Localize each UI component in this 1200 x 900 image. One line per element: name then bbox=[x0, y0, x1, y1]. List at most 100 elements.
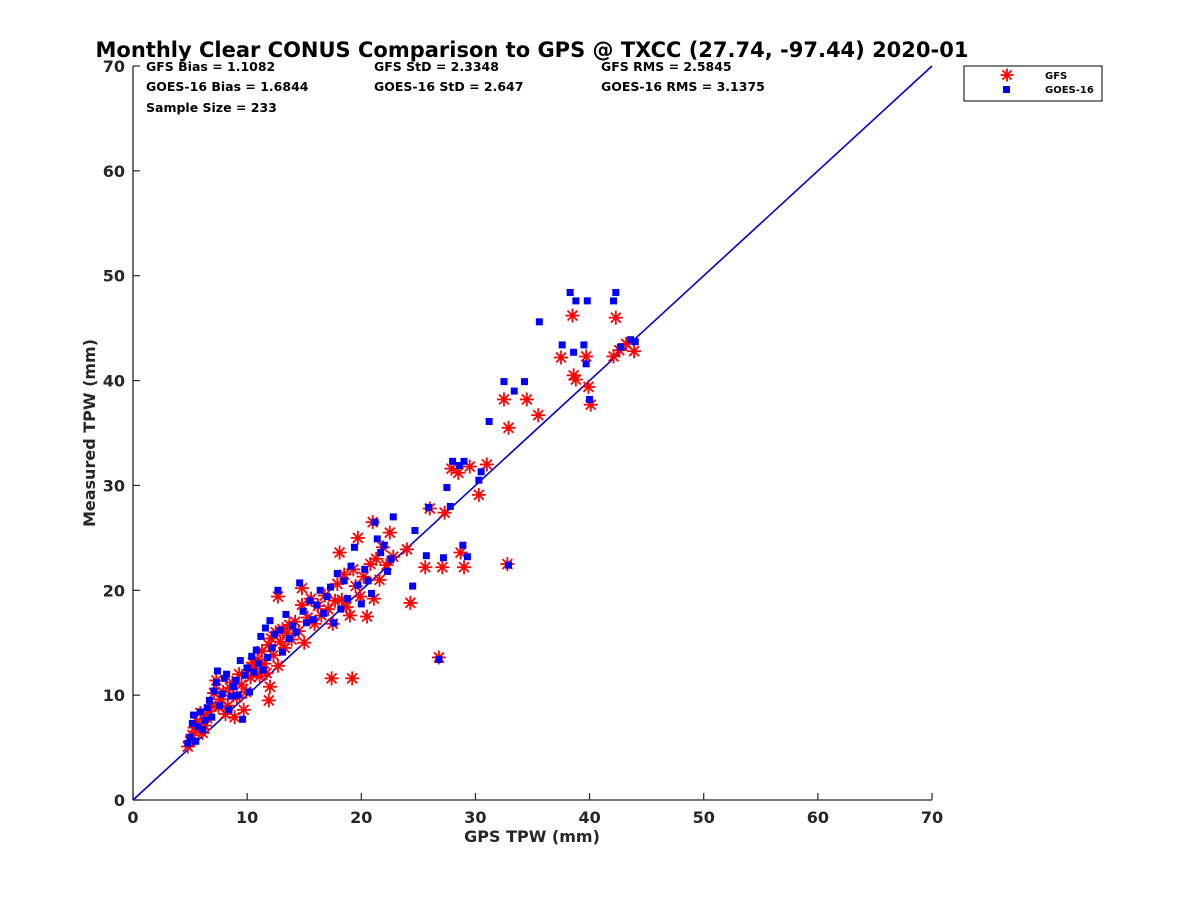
data-point-goes bbox=[225, 706, 233, 714]
data-point-goes bbox=[261, 624, 269, 632]
data-point-goes bbox=[296, 579, 304, 587]
data-point-goes bbox=[188, 719, 196, 727]
data-point-goes bbox=[475, 476, 483, 484]
data-point-gfs bbox=[418, 560, 433, 575]
data-point-goes bbox=[313, 601, 321, 609]
data-point-goes bbox=[255, 660, 263, 668]
y-axis-label: Measured TPW (mm) bbox=[80, 339, 99, 527]
x-axis-label: GPS TPW (mm) bbox=[464, 827, 600, 846]
x-tick-label: 60 bbox=[807, 808, 829, 827]
data-point-gfs bbox=[501, 420, 516, 435]
data-point-gfs bbox=[332, 545, 347, 560]
data-point-goes bbox=[364, 577, 372, 585]
data-point-goes bbox=[243, 664, 251, 672]
data-point-goes bbox=[299, 607, 307, 615]
data-point-goes bbox=[205, 696, 213, 704]
data-point-goes bbox=[220, 674, 228, 682]
data-point-goes bbox=[344, 595, 352, 603]
data-point-goes bbox=[627, 336, 635, 344]
data-point-goes bbox=[384, 567, 392, 575]
data-point-goes bbox=[425, 503, 433, 511]
data-point-gfs bbox=[627, 344, 642, 359]
data-point-goes bbox=[610, 297, 618, 305]
data-point-goes bbox=[616, 343, 624, 351]
data-point-goes bbox=[229, 683, 237, 691]
data-point-goes bbox=[184, 739, 192, 747]
data-point-goes bbox=[612, 288, 620, 296]
data-point-gfs bbox=[382, 525, 397, 540]
data-point-goes bbox=[535, 318, 543, 326]
data-point-gfs bbox=[568, 372, 583, 387]
data-point-goes bbox=[279, 648, 287, 656]
data-point-goes bbox=[350, 543, 358, 551]
data-point-gfs bbox=[451, 465, 466, 480]
data-point-gfs bbox=[297, 635, 312, 650]
data-point-goes bbox=[368, 589, 376, 597]
stats-block: GFS Bias = 1.1082 GOES-16 Bias = 1.6844 … bbox=[146, 59, 765, 115]
data-point-gfs bbox=[554, 350, 569, 365]
data-point-goes bbox=[459, 541, 467, 549]
data-point-goes bbox=[361, 565, 369, 573]
data-point-goes bbox=[223, 670, 231, 678]
stat-goes-bias: GOES-16 Bias = 1.6844 bbox=[146, 79, 309, 94]
data-point-goes bbox=[234, 691, 242, 699]
data-point-goes bbox=[309, 616, 317, 624]
data-point-goes bbox=[306, 597, 314, 605]
stat-goes-rms: GOES-16 RMS = 3.1375 bbox=[601, 79, 765, 94]
data-point-goes bbox=[252, 646, 260, 654]
data-point-gfs bbox=[372, 572, 387, 587]
data-point-goes bbox=[264, 653, 272, 661]
data-point-goes bbox=[422, 552, 430, 560]
data-point-goes bbox=[236, 657, 244, 665]
y-tick-label: 10 bbox=[103, 686, 125, 705]
data-point-goes bbox=[586, 395, 594, 403]
data-point-goes bbox=[227, 692, 235, 700]
data-point-goes bbox=[210, 687, 218, 695]
data-point-gfs bbox=[359, 609, 374, 624]
data-point-gfs bbox=[435, 560, 450, 575]
data-point-goes bbox=[443, 484, 451, 492]
legend: GFS GOES-16 bbox=[963, 65, 1103, 102]
data-point-goes bbox=[203, 704, 211, 712]
data-point-goes bbox=[380, 541, 388, 549]
plot-area bbox=[132, 65, 933, 801]
data-point-goes bbox=[566, 288, 574, 296]
data-point-gfs bbox=[261, 693, 276, 708]
data-point-goes bbox=[192, 737, 200, 745]
data-point-goes bbox=[500, 378, 508, 386]
data-point-goes bbox=[580, 341, 588, 349]
data-point-goes bbox=[460, 457, 468, 465]
data-point-goes bbox=[245, 688, 253, 696]
data-point-goes bbox=[477, 468, 485, 476]
y-tick-label: 70 bbox=[103, 57, 125, 76]
legend-gfs-asterisk bbox=[1000, 68, 1014, 82]
data-point-goes bbox=[212, 679, 220, 687]
data-point-goes bbox=[320, 609, 328, 617]
data-point-goes bbox=[371, 518, 379, 526]
data-point-goes bbox=[389, 513, 397, 521]
data-point-goes bbox=[239, 715, 247, 723]
data-point-goes bbox=[455, 462, 463, 470]
x-tick-label: 30 bbox=[464, 808, 486, 827]
data-point-goes bbox=[250, 668, 258, 676]
data-point-goes bbox=[316, 586, 324, 594]
data-point-gfs bbox=[608, 310, 623, 325]
data-point-goes bbox=[213, 667, 221, 675]
data-point-goes bbox=[216, 702, 224, 710]
data-point-goes bbox=[435, 655, 443, 663]
data-point-goes bbox=[241, 671, 249, 679]
data-point-goes bbox=[333, 570, 341, 578]
data-point-gfs bbox=[496, 392, 511, 407]
y-tick-label: 30 bbox=[103, 476, 125, 495]
data-point-goes bbox=[326, 583, 334, 591]
data-point-goes bbox=[357, 600, 365, 608]
data-point-goes bbox=[248, 652, 256, 660]
x-tick-label: 70 bbox=[921, 808, 943, 827]
data-point-goes bbox=[463, 553, 471, 561]
data-point-goes bbox=[449, 457, 457, 465]
data-point-gfs bbox=[403, 595, 418, 610]
data-point-goes bbox=[199, 726, 207, 734]
data-point-goes bbox=[521, 378, 529, 386]
data-point-goes bbox=[631, 338, 639, 346]
